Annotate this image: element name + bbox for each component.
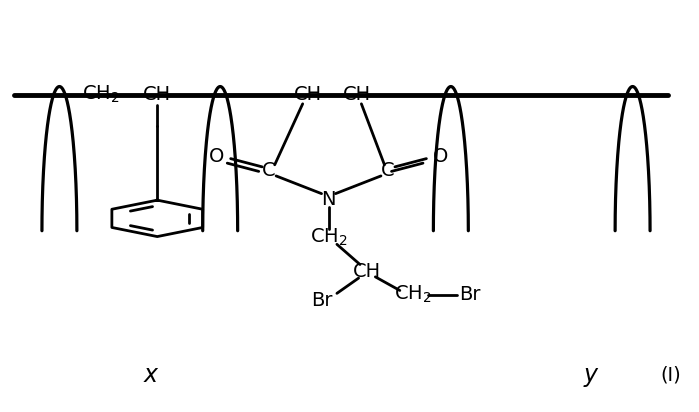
- Text: Br: Br: [311, 291, 332, 310]
- Text: y: y: [584, 363, 598, 387]
- Text: CH$_2$: CH$_2$: [394, 284, 431, 305]
- Text: CH: CH: [294, 85, 322, 104]
- Text: x: x: [143, 363, 157, 387]
- Text: CH: CH: [143, 85, 171, 104]
- Text: Br: Br: [459, 285, 480, 304]
- Text: CH$_2$: CH$_2$: [82, 84, 120, 105]
- Text: N: N: [322, 190, 336, 209]
- Text: CH: CH: [343, 85, 370, 104]
- Text: C: C: [262, 162, 276, 180]
- Text: (I): (I): [661, 365, 682, 384]
- Text: C: C: [381, 162, 395, 180]
- Text: O: O: [209, 147, 224, 166]
- Text: CH$_2$: CH$_2$: [310, 226, 347, 248]
- Text: O: O: [433, 147, 448, 166]
- Text: CH: CH: [353, 262, 381, 281]
